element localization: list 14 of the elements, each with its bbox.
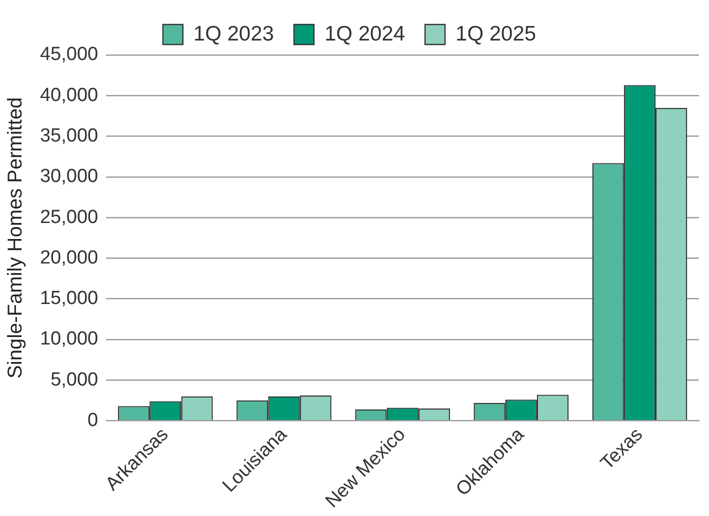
y-tick-label: 30,000 <box>40 166 98 188</box>
y-tick-label: 0 <box>88 410 98 431</box>
legend-label: 1Q 2025 <box>456 22 536 46</box>
y-tick-label: 10,000 <box>40 328 98 350</box>
y-tick-label: 35,000 <box>40 126 98 147</box>
y-tick-label: 20,000 <box>40 247 98 268</box>
y-tick-label: 5,000 <box>50 369 98 390</box>
y-tick-label: 15,000 <box>40 288 98 310</box>
legend-label: 1Q 2024 <box>324 22 406 46</box>
y-tick-label: 45,000 <box>40 44 98 66</box>
y-tick-label: 25,000 <box>40 206 98 228</box>
y-axis-title: Single-Family Homes Permitted <box>4 97 27 378</box>
y-tick-label: 40,000 <box>40 84 98 106</box>
legend-label: 1Q 2023 <box>193 22 274 46</box>
